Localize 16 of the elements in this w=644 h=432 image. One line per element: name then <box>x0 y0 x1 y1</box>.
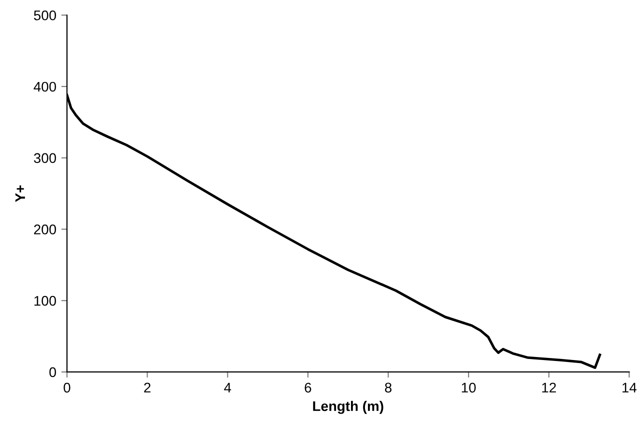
x-tick-label: 14 <box>622 382 637 392</box>
x-tick-label: 6 <box>304 382 312 393</box>
y-tick-label: 0 <box>49 367 56 378</box>
y-tick-label: 300 <box>34 153 56 164</box>
x-tick-label: 10 <box>462 382 476 393</box>
y-tick-label: 100 <box>34 296 56 306</box>
y-tick-label: 200 <box>34 224 56 234</box>
y-axis-title: Y+ <box>15 185 25 202</box>
x-tick-label: 0 <box>64 382 70 393</box>
x-tick-label: 4 <box>224 382 232 392</box>
x-tick-label: 8 <box>384 382 392 393</box>
x-tick-label: 12 <box>542 382 556 392</box>
x-axis-title: Length (m) <box>313 400 384 414</box>
y-tick-label: 500 <box>34 10 56 20</box>
y-tick-label: 400 <box>34 82 56 92</box>
x-tick-label: 2 <box>144 382 150 392</box>
